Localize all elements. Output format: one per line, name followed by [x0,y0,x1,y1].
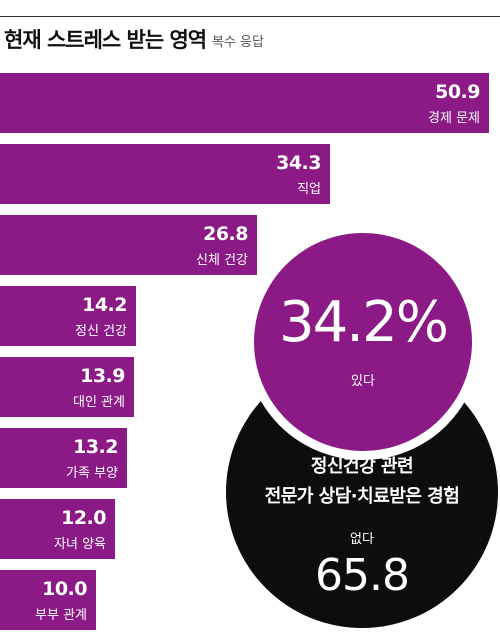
bar-value-label: 10.0 [42,578,87,600]
yes-label: 있다 [351,374,375,389]
bar-category-label: 가족 부양 [66,466,118,481]
bar-category-label: 신체 건강 [196,253,248,268]
no-label: 없다 [350,532,374,547]
bar-value-label: 12.0 [61,507,106,529]
bar [0,73,489,133]
bar [0,286,136,346]
experience-title-line-1: 정신건강 관련 [310,456,414,477]
bar [0,428,127,488]
bar-category-label: 부부 관계 [35,608,87,623]
bar-value-label: 50.9 [435,81,480,103]
chart-title: 현재 스트레스 받는 영역 [4,28,207,52]
bar [0,499,115,559]
chart-subtitle: 복수 응답 [212,35,264,50]
experience-title: 정신건강 관련 전문가 상담·치료받은 경험 [226,452,498,512]
top-rule [0,16,500,17]
no-percentage: 65.8 [315,550,410,601]
yes-experience-circle [254,233,472,451]
bar-value-label: 13.2 [73,436,118,458]
bar-value-label: 13.9 [80,365,125,387]
bar [0,144,330,204]
bar-category-label: 정신 건강 [75,324,127,339]
bar [0,357,134,417]
bar-category-label: 직업 [297,182,321,197]
bar-value-label: 26.8 [203,223,248,245]
experience-title-line-2: 전문가 상담·치료받은 경험 [264,486,460,507]
bar [0,570,96,630]
bar-category-label: 대인 관계 [73,395,125,410]
bar-category-label: 경제 문제 [428,111,480,126]
bar [0,215,257,275]
yes-percentage: 34.2% [279,290,449,355]
bar-value-label: 14.2 [82,294,127,316]
bar-value-label: 34.3 [276,152,321,174]
bar-category-label: 자녀 양육 [54,537,106,552]
